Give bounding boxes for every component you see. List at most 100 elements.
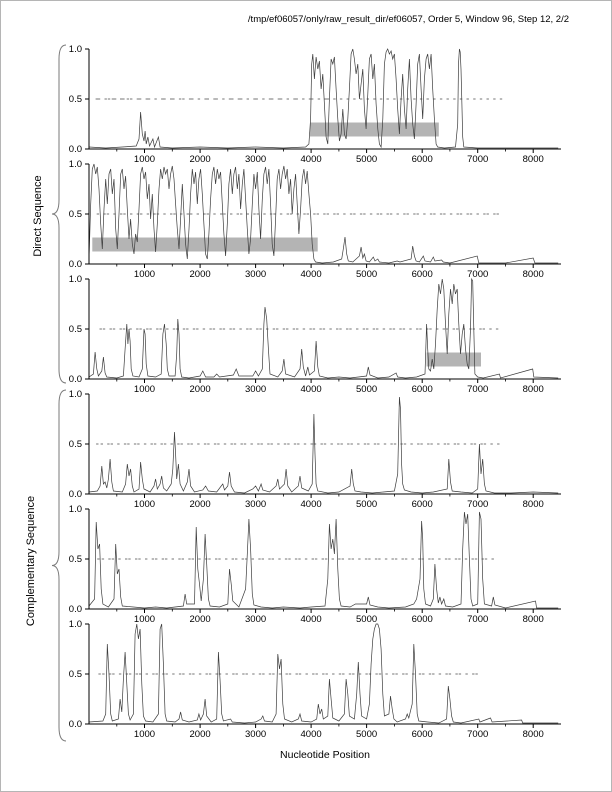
- codon-mark: [107, 443, 110, 445]
- codon-mark: [209, 328, 212, 330]
- codon-mark: [241, 558, 244, 560]
- codon-mark: [145, 98, 148, 100]
- codon-mark: [235, 558, 238, 560]
- codon-mark: [351, 558, 354, 560]
- codon-mark: [130, 213, 133, 215]
- codon-mark: [443, 213, 446, 215]
- codon-mark: [293, 443, 297, 445]
- codon-mark: [365, 673, 368, 675]
- codon-mark: [128, 558, 131, 560]
- x-tick-label: 1000: [134, 384, 155, 395]
- codon-mark: [379, 213, 383, 215]
- codon-mark: [336, 328, 339, 330]
- codon-mark: [178, 558, 181, 560]
- codon-mark: [143, 443, 147, 445]
- codon-mark: [323, 443, 327, 445]
- y-tick-label: 0.0: [69, 144, 82, 155]
- x-tick-label: 6000: [412, 729, 433, 740]
- codon-mark: [204, 98, 207, 100]
- x-tick-label: 7000: [467, 154, 488, 165]
- codon-mark: [496, 213, 499, 215]
- codon-mark: [479, 328, 482, 330]
- x-tick-label: 5000: [356, 499, 377, 510]
- codon-mark: [99, 328, 102, 330]
- codon-mark: [418, 558, 421, 560]
- codon-mark: [145, 558, 148, 560]
- codon-mark: [170, 213, 173, 215]
- codon-mark: [196, 213, 199, 215]
- x-tick-label: 5000: [356, 154, 377, 165]
- y-tick-label: 1.0: [69, 389, 82, 400]
- predicted-gene-bar: [310, 122, 439, 137]
- codon-mark: [109, 328, 112, 330]
- codon-mark: [356, 328, 359, 330]
- codon-mark: [413, 98, 416, 100]
- x-tick-label: 1000: [134, 154, 155, 165]
- codon-mark: [336, 213, 339, 215]
- codon-mark: [246, 328, 249, 330]
- codon-mark: [463, 443, 467, 445]
- codon-mark: [153, 443, 157, 445]
- panel-direct-frame-3: 1.0 0.5 0.0 1000 2000 3000 4000 5000 6000 7000 800…: [69, 274, 561, 395]
- x-tick-label: 2000: [190, 499, 211, 510]
- codon-mark: [426, 98, 429, 100]
- codon-mark: [171, 558, 174, 560]
- codon-mark: [108, 558, 111, 560]
- panel-complementary-frame-2: 1.0 0.5 0.0 1000 2000 3000 4000 5000 6000 7000 800…: [69, 504, 561, 625]
- codon-mark: [386, 98, 389, 100]
- codon-mark: [382, 328, 386, 330]
- codon-mark: [483, 443, 487, 445]
- codon-mark: [308, 98, 312, 100]
- codon-mark: [173, 213, 176, 215]
- codon-mark: [445, 673, 448, 675]
- codon-mark: [410, 443, 413, 445]
- codon-mark: [272, 328, 276, 330]
- y-tick-label: 0.0: [69, 489, 82, 500]
- codon-mark: [240, 443, 243, 445]
- codon-mark: [406, 213, 409, 215]
- codon-mark: [159, 328, 162, 330]
- codon-mark: [322, 328, 326, 330]
- y-tick-label: 0.5: [69, 669, 82, 680]
- plot-title: /tmp/ef06057/only/raw_result_dir/ef06057…: [247, 14, 569, 25]
- codon-mark: [395, 673, 398, 675]
- codon-mark: [235, 673, 238, 675]
- codon-mark: [278, 558, 281, 560]
- codon-mark: [378, 673, 382, 675]
- x-tick-label: 7000: [467, 729, 488, 740]
- codon-mark: [471, 558, 474, 560]
- codon-mark: [208, 673, 212, 675]
- codon-mark: [277, 98, 281, 100]
- codon-mark: [321, 558, 324, 560]
- codon-mark: [339, 98, 343, 100]
- codon-mark: [207, 443, 210, 445]
- codon-mark: [256, 328, 259, 330]
- codon-mark: [489, 328, 492, 330]
- codon-mark: [136, 213, 140, 215]
- codon-mark: [112, 328, 116, 330]
- codon-mark: [268, 673, 272, 675]
- codon-mark: [257, 443, 260, 445]
- codon-mark: [225, 558, 228, 560]
- codon-mark: [215, 673, 218, 675]
- codon-mark: [373, 98, 376, 100]
- codon-mark: [419, 328, 422, 330]
- codon-mark: [312, 673, 315, 675]
- codon-mark: [322, 673, 325, 675]
- x-tick-label: 4000: [301, 384, 322, 395]
- x-tick-label: 1000: [134, 729, 155, 740]
- codon-mark: [482, 328, 485, 330]
- codon-mark: [393, 443, 397, 445]
- codon-mark: [101, 558, 105, 560]
- codon-mark: [420, 443, 423, 445]
- codon-mark: [284, 558, 288, 560]
- codon-mark: [359, 213, 363, 215]
- codon-mark: [191, 98, 194, 100]
- codon-mark: [232, 328, 236, 330]
- codon-mark: [155, 558, 158, 560]
- codon-mark: [172, 98, 175, 100]
- codon-mark: [155, 673, 158, 675]
- codon-mark: [138, 98, 142, 100]
- codon-mark: [329, 328, 332, 330]
- codon-mark: [375, 673, 378, 675]
